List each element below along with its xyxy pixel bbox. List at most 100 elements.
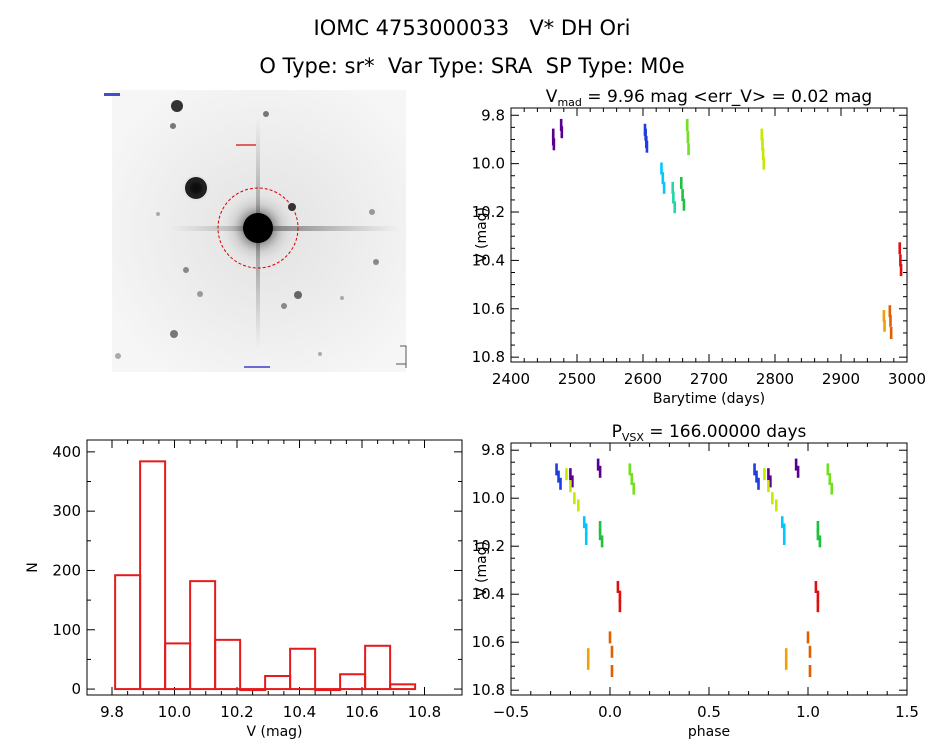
data-point (889, 326, 893, 339)
x-tick-label: 1.5 (895, 703, 919, 721)
star (183, 267, 189, 273)
data-point (584, 523, 588, 536)
data-point (610, 645, 614, 658)
y-tick-label: 100 (52, 621, 81, 639)
chart-title: IOMC 4753000033 V* DH Ori (313, 16, 631, 40)
data-point (660, 162, 663, 175)
data-point (761, 147, 765, 160)
data-point (682, 198, 686, 211)
data-point (671, 181, 674, 194)
x-tick-label: 0.5 (697, 703, 721, 721)
y-axis-label: V (mag) (474, 541, 490, 597)
data-point (816, 590, 820, 603)
data-point (577, 499, 580, 512)
data-point (755, 470, 758, 483)
star (369, 209, 375, 215)
data-point (687, 143, 690, 156)
data-point (681, 189, 684, 202)
data-point (679, 176, 683, 189)
data-series (582, 516, 588, 545)
data-point (565, 468, 568, 481)
y-tick-label: 10.0 (472, 489, 505, 507)
star (373, 259, 379, 265)
target-label-mark (236, 144, 256, 146)
x-tick-label: 9.8 (100, 703, 124, 721)
star (281, 303, 287, 309)
y-tick-label: 300 (52, 502, 81, 520)
target-star (243, 213, 273, 243)
plot-title: PVSX = 166.00000 days (612, 422, 807, 444)
data-point (598, 465, 602, 478)
x-axis-label: V (mag) (246, 724, 302, 740)
histogram-bar (139, 460, 167, 691)
data-series (551, 118, 564, 151)
x-tick-label: 2600 (624, 370, 662, 388)
y-tick-label: 9.8 (481, 441, 505, 459)
target-marker-circle (217, 187, 299, 269)
x-tick-label: 2900 (822, 370, 860, 388)
data-point (582, 516, 586, 529)
data-point (782, 533, 786, 545)
data-point (816, 528, 820, 541)
x-axis-label: phase (688, 724, 730, 740)
data-point (899, 254, 902, 267)
data-point (586, 657, 590, 670)
data-series (763, 468, 778, 512)
data-series (753, 463, 760, 490)
data-point (767, 480, 770, 493)
histogram-bar (189, 580, 217, 691)
y-tick-label: 200 (52, 561, 81, 579)
data-point (889, 314, 892, 327)
data-point (560, 126, 564, 139)
data-series (660, 162, 666, 194)
x-tick-label: 2500 (558, 370, 596, 388)
x-tick-label: −0.5 (493, 703, 529, 721)
histogram-bar (114, 574, 142, 691)
data-series (806, 631, 812, 677)
data-point (559, 118, 563, 131)
data-point (761, 138, 764, 151)
data-point (555, 463, 558, 476)
data-point (899, 264, 903, 277)
star (115, 353, 121, 359)
star (294, 291, 302, 299)
y-tick-label: 400 (52, 443, 81, 461)
data-series (814, 581, 820, 613)
data-point (685, 118, 689, 131)
data-series (679, 176, 686, 211)
scale-label-mark (244, 366, 270, 368)
x-tick-label: 10.0 (158, 703, 191, 721)
data-point (586, 648, 590, 661)
y-tick-label: 9.8 (481, 106, 505, 124)
star (340, 296, 344, 300)
plot-frame (510, 107, 908, 363)
y-axis-label: N (25, 562, 41, 572)
x-tick-label: 10.8 (408, 703, 441, 721)
data-point (584, 533, 588, 545)
histogram-bar (164, 642, 192, 691)
x-tick-label: 1.0 (796, 703, 820, 721)
histogram-bar (389, 683, 417, 691)
data-point (628, 463, 632, 476)
data-series (898, 242, 903, 277)
star (263, 111, 269, 117)
data-point (796, 465, 800, 478)
data-point (559, 477, 562, 490)
data-series (780, 516, 786, 545)
data-point (826, 463, 830, 476)
data-point (883, 319, 886, 332)
data-series (760, 128, 766, 170)
data-point (661, 172, 665, 185)
data-point (557, 470, 560, 483)
data-point (794, 458, 798, 471)
x-tick-label: 10.2 (220, 703, 253, 721)
star (318, 352, 322, 356)
data-point (598, 528, 602, 541)
histogram-bar (289, 647, 317, 691)
data-point (672, 191, 675, 204)
star-halo (180, 172, 212, 204)
data-point (808, 665, 812, 677)
star (156, 212, 160, 216)
data-point (662, 181, 666, 194)
